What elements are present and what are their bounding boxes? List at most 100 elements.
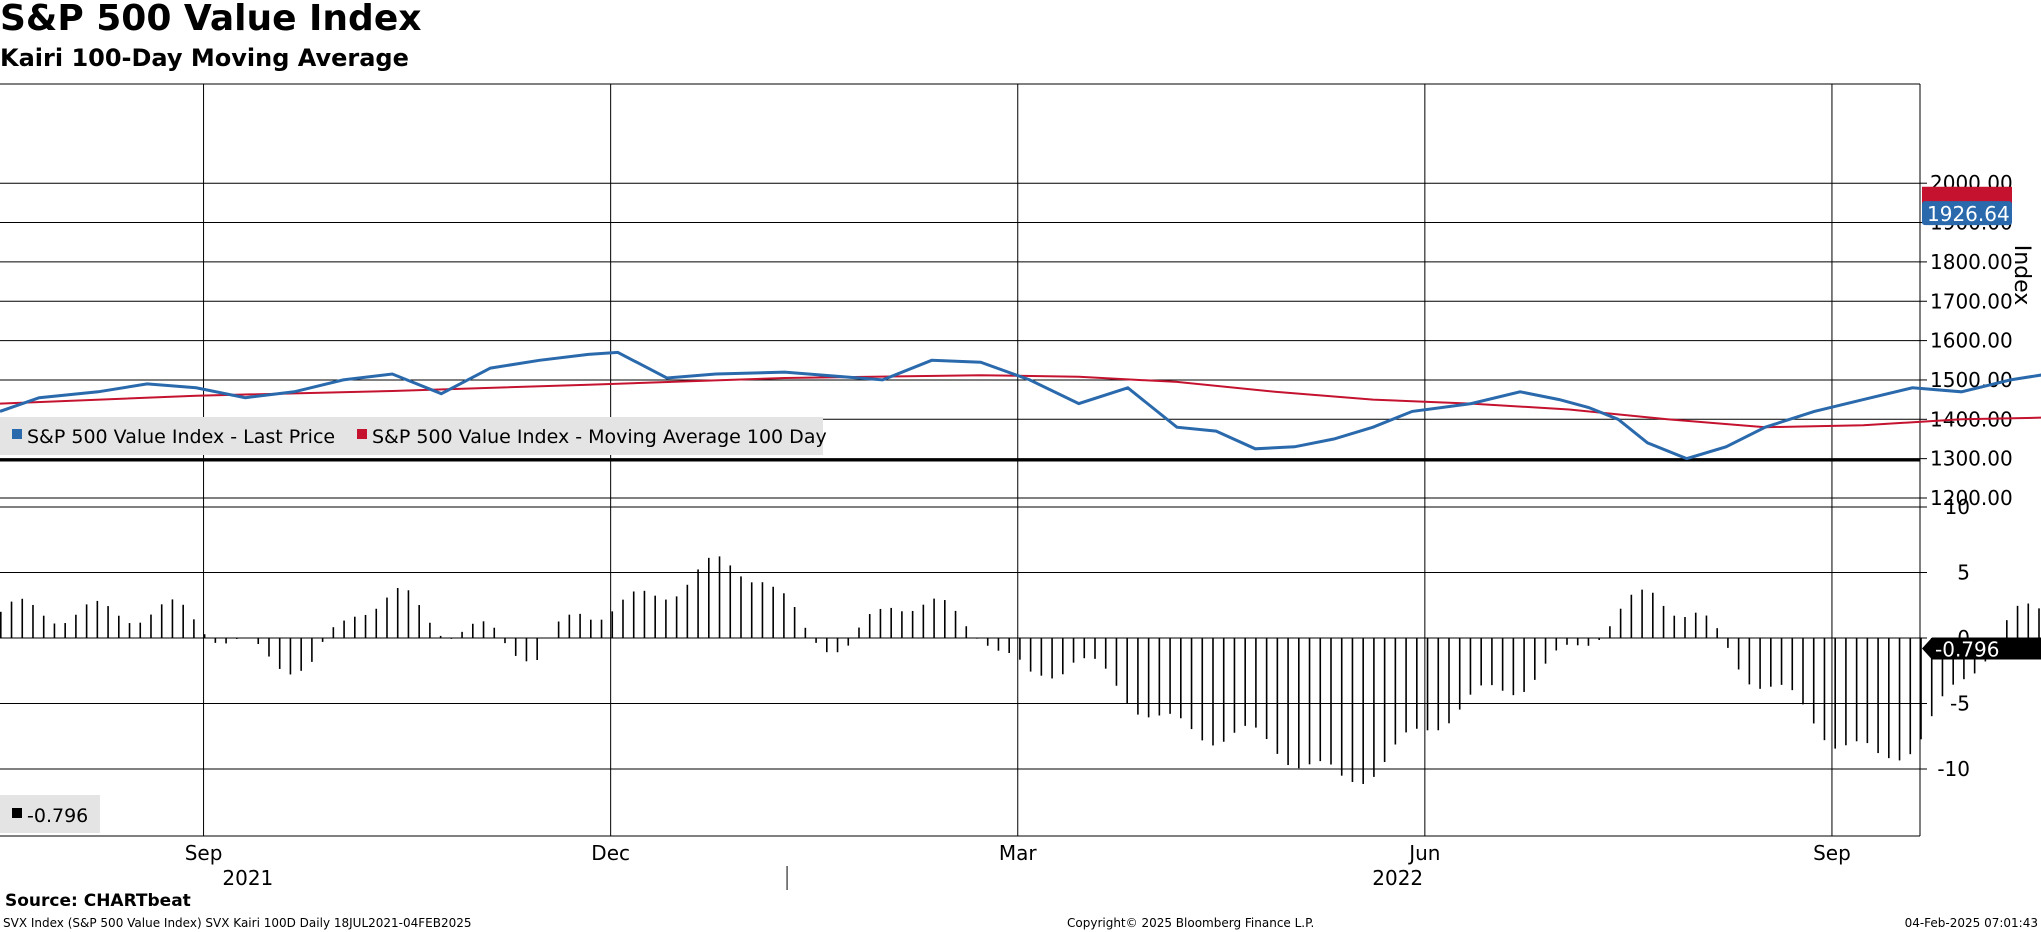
kairi-bar: [1748, 638, 1751, 685]
kairi-bar: [890, 607, 892, 638]
kairi-bar: [1458, 638, 1461, 710]
kairi-bar: [1576, 638, 1579, 646]
kairi-bar: [590, 619, 592, 638]
kairi-bar: [139, 622, 142, 638]
kairi-bar: [1308, 638, 1311, 765]
kairi-bar: [21, 598, 24, 638]
kairi-bar: [193, 619, 195, 638]
kairi-bar: [1340, 638, 1343, 776]
kairi-bar: [429, 622, 431, 638]
kairi-bar: [826, 638, 828, 653]
kairi-bar: [697, 569, 699, 638]
kairi-bar: [1255, 638, 1257, 728]
kairi-bar: [622, 599, 624, 638]
kairi-bar: [1448, 638, 1450, 724]
kairi-bar: [708, 557, 710, 638]
kairi-bar: [439, 635, 442, 638]
kairi-bar: [1727, 638, 1729, 648]
kairi-bar: [901, 611, 903, 638]
kairi-bar: [482, 621, 485, 638]
kairi-bar: [1491, 638, 1493, 686]
kairi-bar: [600, 619, 603, 638]
kairi-bar: [944, 600, 946, 638]
kairi-bar: [1855, 638, 1858, 742]
kairi-bar: [1094, 638, 1096, 659]
kairi-bar: [1169, 638, 1171, 714]
month-tick-label: Jun: [1407, 841, 1440, 865]
kairi-bar: [1716, 628, 1718, 638]
price-tick-label: 1300.00: [1930, 447, 2013, 471]
kairi-bar: [1877, 638, 1879, 754]
kairi-bar: [804, 627, 807, 638]
kairi-bar: [611, 611, 614, 638]
kairi-bar: [504, 638, 506, 644]
kairi-bar: [1104, 638, 1107, 669]
kairi-bar: [203, 634, 206, 638]
kairi-tick-label: 10: [1945, 495, 1970, 519]
kairi-bar: [1265, 638, 1268, 740]
kairi-bar: [654, 595, 656, 638]
kairi-bar: [1469, 638, 1472, 695]
last-price-line: [0, 350, 2041, 461]
kairi-bar: [1383, 638, 1386, 763]
kairi-bar: [289, 638, 292, 675]
kairi-bar: [2027, 603, 2030, 638]
kairi-bar: [1662, 605, 1665, 638]
kairi-bar: [922, 604, 925, 638]
kairi-bar: [1029, 638, 1032, 672]
kairi-bar: [118, 615, 120, 638]
kairi-bar: [1126, 638, 1128, 704]
kairi-bar: [386, 597, 388, 638]
kairi-bar: [96, 600, 99, 638]
kairi-bar: [1351, 638, 1354, 782]
price-tick-label: 1700.00: [1930, 289, 2013, 313]
kairi-bar: [1555, 638, 1558, 651]
kairi-bar: [793, 607, 796, 638]
kairi-bar: [2006, 620, 2008, 638]
kairi-bar: [150, 614, 152, 638]
kairi-bar: [1694, 612, 1697, 638]
kairi-bar: [557, 621, 560, 638]
kairi-bar: [2038, 608, 2040, 638]
chart-title: S&P 500 Value Index: [0, 0, 422, 39]
kairi-bar: [343, 620, 345, 638]
kairi-bar: [954, 610, 957, 638]
kairi-bar: [64, 623, 66, 638]
kairi-bar: [729, 565, 732, 638]
kairi-bar: [1834, 638, 1836, 749]
source-note: Source: CHARTbeat: [5, 891, 191, 911]
kairi-bar: [1426, 638, 1429, 731]
kairi-bar: [1201, 638, 1204, 741]
kairi-bar: [1920, 638, 1922, 740]
kairi-bar: [354, 616, 356, 638]
kairi-bar: [1330, 638, 1332, 765]
kairi-bar: [364, 614, 367, 638]
kairi-bar: [1598, 638, 1600, 640]
kairi-bar: [1019, 638, 1021, 660]
kairi-bar: [1437, 638, 1440, 731]
kairi-bar: [997, 638, 1000, 651]
kairi-tick-label: -5: [1950, 692, 1970, 716]
kairi-bar: [1362, 638, 1364, 784]
kairi-bar: [214, 638, 217, 643]
kairi-bar: [1147, 638, 1150, 718]
kairi-bar: [321, 638, 324, 642]
kairi-bar: [675, 596, 678, 638]
kairi-bar: [1276, 638, 1279, 754]
kairi-bar: [1566, 638, 1568, 645]
kairi-bar: [1823, 638, 1826, 741]
kairi-bar: [965, 626, 968, 638]
month-tick-label: Sep: [1813, 841, 1851, 865]
kairi-bar: [1394, 638, 1397, 745]
kairi-bar: [911, 610, 914, 638]
kairi-bar: [1791, 638, 1794, 691]
kairi-bar: [53, 623, 56, 638]
kairi-bar: [1298, 638, 1300, 769]
kairi-bar: [300, 638, 302, 671]
kairi-bar: [1652, 592, 1654, 638]
kairi-bar: [1770, 638, 1772, 687]
kairi-bar: [772, 586, 774, 638]
kairi-bar: [1909, 638, 1912, 755]
kairi-bar: [568, 614, 571, 638]
